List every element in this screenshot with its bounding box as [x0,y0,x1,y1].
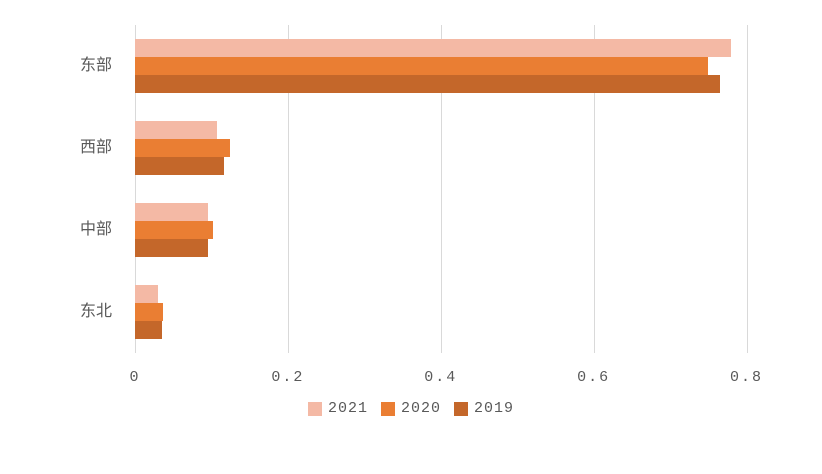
y-axis-label-东部: 东部 [79,57,112,74]
legend-item-2019: 2019 [454,400,514,417]
plot-area [135,25,822,353]
legend-item-2020: 2020 [380,400,441,417]
bar-东部-2021 [135,39,731,57]
bar-东部-2019 [135,75,720,93]
bar-中部-2021 [135,203,208,221]
legend-label-2021: 2021 [327,400,368,417]
gridline-0 [135,25,136,353]
gridline-0.2 [288,25,289,353]
gridline-0.4 [441,25,442,353]
gridline-0.6 [594,25,595,353]
legend-swatch-2019 [454,401,468,416]
x-axis-tick-0.4: 0.4 [424,369,458,386]
legend-item-2021: 2021 [307,400,368,417]
legend: 2021 2020 2019 [0,400,822,417]
bar-东部-2020 [135,57,708,75]
x-axis-tick-0: 0 [129,369,141,386]
y-axis-label-东北: 东北 [79,303,112,320]
legend-swatch-2021 [307,401,322,416]
bar-中部-2020 [135,221,213,239]
bar-东北-2019 [135,321,162,339]
x-axis-tick-0.6: 0.6 [577,369,611,386]
x-axis-tick-0.8: 0.8 [730,369,764,386]
y-axis-label-中部: 中部 [79,221,112,238]
bar-西部-2020 [135,139,230,157]
x-axis-tick-0.2: 0.2 [271,369,305,386]
bar-东北-2021 [135,285,158,303]
bar-西部-2021 [135,121,217,139]
bar-东北-2020 [135,303,163,321]
bar-西部-2019 [135,157,224,175]
legend-swatch-2020 [380,401,395,416]
legend-label-2020: 2020 [400,400,441,417]
legend-label-2019: 2019 [474,400,515,417]
gridline-0.8 [747,25,748,353]
y-axis-label-西部: 西部 [79,139,112,156]
bar-中部-2019 [135,239,208,257]
